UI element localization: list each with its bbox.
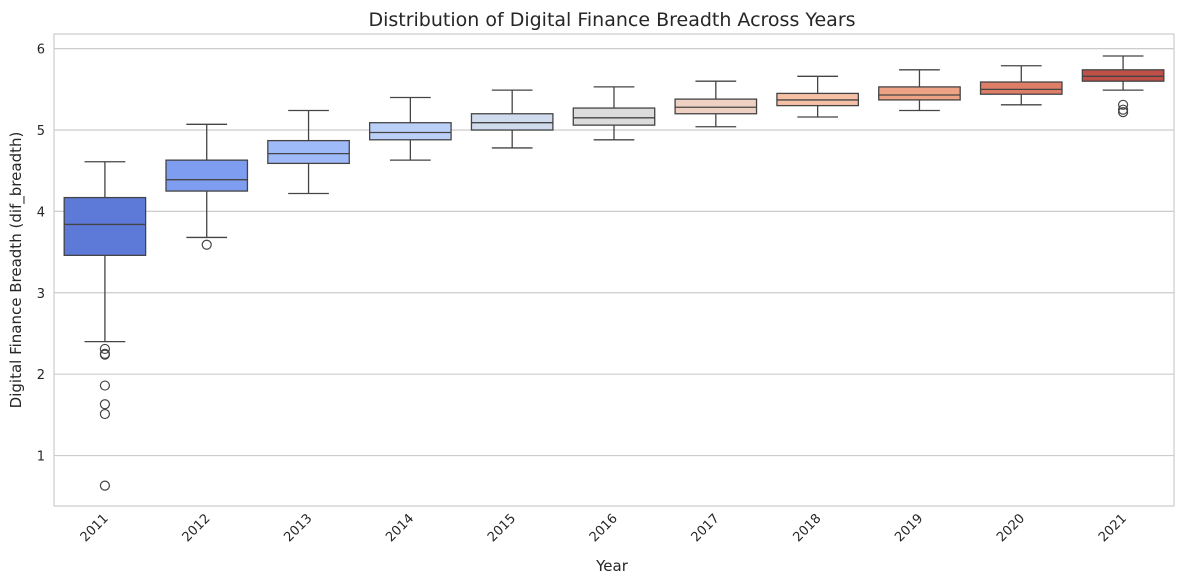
box-group <box>572 86 656 141</box>
box-iqr <box>368 122 452 141</box>
x-tick-label: 2012 <box>180 511 214 545</box>
x-tick-label: 2013 <box>281 511 315 545</box>
x-tick-label: 2019 <box>892 511 926 545</box>
box-iqr <box>572 107 656 126</box>
outlier-point <box>99 399 111 410</box>
box-group <box>979 65 1063 106</box>
box-group <box>674 80 758 128</box>
box-iqr <box>470 113 554 131</box>
x-tick-label: 2018 <box>790 511 824 545</box>
outlier-point <box>1117 107 1129 118</box>
box-iqr <box>1081 69 1165 82</box>
box-group <box>63 161 147 491</box>
x-tick-label: 2011 <box>78 511 112 545</box>
box-group <box>165 123 249 250</box>
box-iqr <box>674 98 758 115</box>
y-tick-label: 4 <box>37 205 45 220</box>
plot-frame <box>53 33 1175 507</box>
x-tick-label: 2016 <box>587 511 621 545</box>
y-tick-label: 2 <box>37 368 45 383</box>
outlier-point <box>99 408 111 420</box>
outlier-point <box>99 349 111 360</box>
box-iqr <box>165 159 249 192</box>
chart-title: Distribution of Digital Finance Breadth … <box>368 9 855 31</box>
box-iqr <box>878 86 961 101</box>
y-tick-label: 3 <box>37 287 45 302</box>
x-axis-title: Year <box>595 557 629 575</box>
box-group <box>267 109 350 195</box>
box-iqr <box>63 196 147 257</box>
y-tick-label: 1 <box>37 450 45 465</box>
box-group <box>368 96 452 161</box>
x-tick-label: 2021 <box>1096 511 1130 545</box>
box-group <box>878 69 961 112</box>
x-tick-label: 2017 <box>689 511 723 545</box>
y-axis-title: Digital Finance Breadth (dif_breadth) <box>7 132 26 409</box>
outlier-point <box>99 480 111 491</box>
box-group <box>1081 55 1165 118</box>
outlier-point <box>1117 99 1129 110</box>
box-group <box>776 75 860 118</box>
box-iqr <box>267 139 350 165</box>
outlier-point <box>201 239 212 250</box>
x-tick-label: 2020 <box>994 511 1028 545</box>
box-group <box>470 89 554 149</box>
boxes <box>63 55 1165 491</box>
x-tick-label: 2015 <box>485 511 519 545</box>
x-axis-ticks: 2011 2012 2013 2014 2015 2016 2017 2018 2019 2020… <box>78 511 1130 545</box>
outlier-point <box>99 380 111 391</box>
x-tick-label: 2014 <box>383 511 417 545</box>
y-tick-label: 5 <box>37 124 45 139</box>
box-iqr <box>979 81 1063 95</box>
y-tick-label: 6 <box>37 43 45 58</box>
y-axis-ticks: 1 2 3 4 5 6 <box>37 43 45 465</box>
outlier-point <box>1117 104 1129 115</box>
outlier-point <box>99 343 111 355</box>
